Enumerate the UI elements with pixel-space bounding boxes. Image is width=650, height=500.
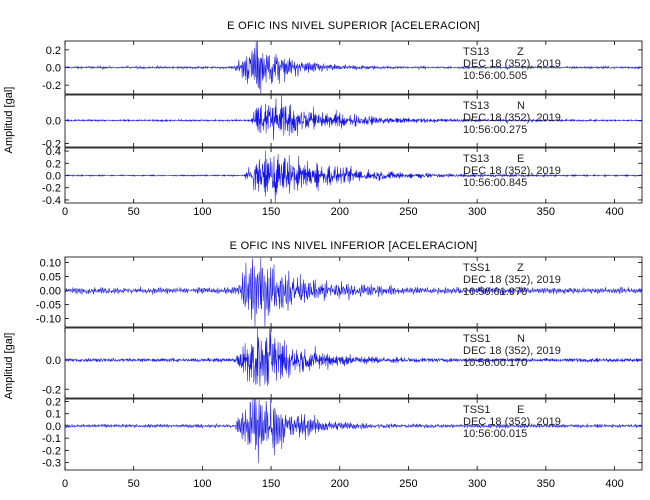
x-tick-label: 300 xyxy=(468,478,486,490)
y-tick-label: 0.0 xyxy=(46,355,61,367)
channel-date-label: DEC 18 (352), 2019 xyxy=(463,274,561,286)
channel-component-label: E xyxy=(517,404,524,416)
y-tick-label: 0.1 xyxy=(46,409,61,421)
x-tick-label: 0 xyxy=(62,206,68,218)
waveform-trace xyxy=(64,95,643,141)
y-tick-label: 0.2 xyxy=(46,396,61,408)
waveform-trace xyxy=(64,150,643,203)
x-tick-label: 400 xyxy=(605,206,623,218)
x-tick-label: 200 xyxy=(331,478,349,490)
y-tick-label: -0.05 xyxy=(36,300,61,312)
panel-frame xyxy=(64,327,643,399)
channel-station-label: TSS1 xyxy=(463,333,491,345)
chart-title: E OFIC INS NIVEL INFERIOR [ACELERACION] xyxy=(230,240,478,252)
y-tick-label: -0.2 xyxy=(42,183,61,195)
y-tick-label: 0.10 xyxy=(40,258,61,270)
y-tick-label: 0.2 xyxy=(46,158,61,170)
waveform-trace xyxy=(64,328,643,387)
x-tick-label: 100 xyxy=(193,478,211,490)
waveform-trace xyxy=(64,257,643,327)
channel-station-label: TS13 xyxy=(463,46,489,58)
channel-date-label: DEC 18 (352), 2019 xyxy=(463,345,561,357)
channel-time-label: 10:56:00.845 xyxy=(463,177,527,189)
panel-frame xyxy=(64,94,643,148)
channel-time-label: 10:56:00.015 xyxy=(463,428,527,440)
y-tick-label: -0.2 xyxy=(42,445,61,457)
x-tick-label: 50 xyxy=(128,478,140,490)
panel-frame xyxy=(64,398,643,471)
y-tick-label: -0.10 xyxy=(36,314,61,326)
y-tick-label: -0.4 xyxy=(42,195,61,207)
waveform-trace xyxy=(64,399,643,463)
channel-date-label: DEC 18 (352), 2019 xyxy=(463,112,561,124)
x-tick-label: 50 xyxy=(128,206,140,218)
channel-component-label: N xyxy=(517,100,525,112)
y-axis-label: Amplitud [gal] xyxy=(3,87,15,154)
chart-title: E OFIC INS NIVEL SUPERIOR [ACELERACION] xyxy=(227,20,480,32)
channel-component-label: Z xyxy=(517,46,524,58)
x-tick-label: 300 xyxy=(468,206,486,218)
channel-time-label: 10:56:00.170 xyxy=(463,357,527,369)
channel-component-label: E xyxy=(517,153,524,165)
channel-date-label: DEC 18 (352), 2019 xyxy=(463,165,561,177)
channel-date-label: DEC 18 (352), 2019 xyxy=(463,416,561,428)
y-tick-label: 0.00 xyxy=(40,286,61,298)
channel-station-label: TS13 xyxy=(463,153,489,165)
x-tick-label: 150 xyxy=(262,206,280,218)
x-tick-label: 250 xyxy=(399,206,417,218)
channel-station-label: TS13 xyxy=(463,100,489,112)
channel-time-label: 10:56:00.275 xyxy=(463,124,527,136)
y-tick-label: -0.2 xyxy=(42,139,61,151)
waveform-trace xyxy=(64,41,643,94)
channel-time-label: 10:56:00.505 xyxy=(463,70,527,82)
channel-time-label: 10:56:01.970 xyxy=(463,286,527,298)
x-tick-label: 100 xyxy=(193,206,211,218)
x-tick-label: 250 xyxy=(399,478,417,490)
x-tick-label: 400 xyxy=(605,478,623,490)
channel-component-label: Z xyxy=(517,262,524,274)
channel-date-label: DEC 18 (352), 2019 xyxy=(463,58,561,70)
x-tick-label: 0 xyxy=(62,478,68,490)
y-tick-label: 0.4 xyxy=(46,146,61,158)
y-tick-label: 0.0 xyxy=(46,115,61,127)
y-tick-label: 0.05 xyxy=(40,272,61,284)
y-tick-label: 0.0 xyxy=(46,63,61,75)
x-tick-label: 200 xyxy=(331,206,349,218)
y-tick-label: -0.1 xyxy=(42,433,61,445)
y-tick-label: 0.0 xyxy=(46,171,61,183)
y-tick-label: -0.3 xyxy=(42,458,61,470)
y-axis-label: Amplitud [gal] xyxy=(3,333,15,400)
channel-station-label: TSS1 xyxy=(463,262,491,274)
y-tick-label: 0.0 xyxy=(46,421,61,433)
channel-station-label: TSS1 xyxy=(463,404,491,416)
x-tick-label: 350 xyxy=(537,206,555,218)
y-tick-label: -0.2 xyxy=(42,384,61,396)
x-tick-label: 150 xyxy=(262,478,280,490)
x-tick-label: 350 xyxy=(537,478,555,490)
channel-component-label: N xyxy=(517,333,525,345)
y-tick-label: 0.2 xyxy=(46,45,61,57)
y-tick-label: -0.2 xyxy=(42,80,61,92)
